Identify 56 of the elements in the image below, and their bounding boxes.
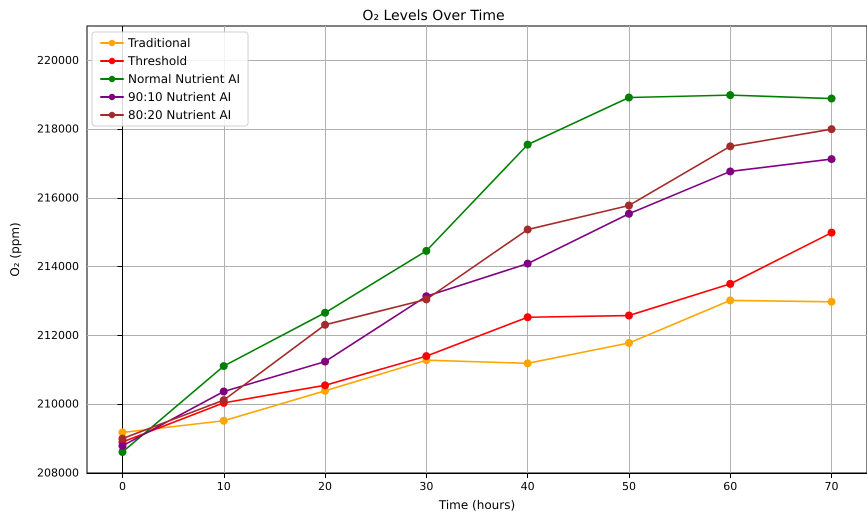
point [828,155,836,164]
x-tick-label: 60 [723,480,738,493]
legend-label: Normal Nutrient AI [128,72,240,86]
x-tick-label: 10 [216,480,231,493]
x-tick-label: 40 [520,480,535,493]
point [726,296,734,304]
y-tick-label: 220000 [37,54,79,67]
point [524,140,532,149]
point [321,308,330,317]
point [624,94,633,102]
point [422,295,430,304]
legend-label: 90:10 Nutrient AI [128,90,232,104]
point [220,362,228,370]
point [220,388,228,396]
point [726,142,734,150]
point [624,201,633,210]
point [524,359,532,368]
point [524,260,532,268]
point [321,358,330,366]
point [828,125,836,134]
point [828,298,836,306]
point [828,94,836,103]
y-axis-title: O₂ (ppm) [8,222,22,277]
point [118,442,126,450]
chart-title: O₂ Levels Over Time [362,8,505,24]
point [422,352,430,360]
point [524,226,532,234]
point [624,210,633,218]
x-axis-title: Time (hours) [438,498,516,512]
point [624,339,633,348]
y-tick-label: 208000 [37,466,79,480]
point [321,381,330,390]
point [828,228,836,237]
x-tick-label: 0 [118,480,126,493]
point [726,280,734,288]
y-tick-label: 214000 [37,260,79,274]
y-tick-label: 212000 [37,328,79,342]
legend-label: Traditional [127,36,190,50]
x-tick-label: 50 [622,480,636,493]
point [118,434,126,443]
x-tick-label: 70 [824,480,839,493]
point [422,246,430,255]
point [220,416,228,425]
y-tick-label: 210000 [37,398,79,411]
point [726,91,734,100]
y-tick-label: 218000 [37,122,79,136]
x-tick-label: 20 [318,480,332,493]
legend-label: Threshold [127,54,188,68]
point [321,320,330,329]
legend-label: 80:20 Nutrient AI [128,108,232,122]
point [220,396,228,404]
point [726,167,734,176]
point [624,312,633,320]
point [524,313,532,322]
y-tick-label: 216000 [37,191,79,204]
x-tick-label: 30 [419,480,434,493]
